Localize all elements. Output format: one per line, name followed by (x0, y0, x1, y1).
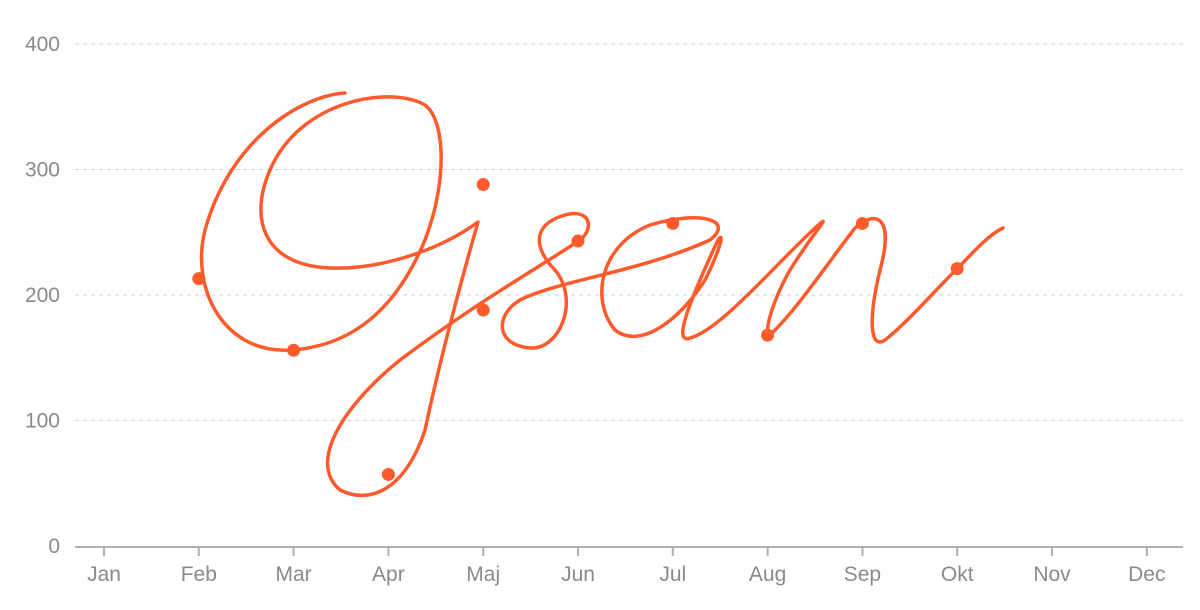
y-tick-label: 300 (25, 159, 60, 182)
x-tick-label: Jun (561, 563, 595, 586)
data-point (666, 216, 680, 230)
x-tick-label: Jul (659, 563, 686, 586)
x-tick-label: Nov (1033, 563, 1071, 586)
data-point (761, 328, 775, 342)
data-point (287, 343, 301, 357)
data-point (571, 234, 585, 248)
x-axis: Jan Feb Mar Apr Maj Jun Jul Aug Sep Okt Nov Dec (75, 546, 1183, 586)
y-tick-label: 400 (25, 33, 60, 56)
x-tick-label: Jan (87, 563, 121, 586)
data-points (192, 178, 964, 481)
data-point (381, 467, 395, 481)
data-point (855, 216, 869, 230)
y-axis-labels: 0 100 200 300 400 (25, 33, 60, 558)
x-tick-label: Aug (749, 563, 786, 586)
y-tick-label: 0 (48, 535, 60, 558)
x-tick-label: Maj (466, 563, 500, 586)
data-point (476, 178, 490, 192)
x-tick-label: Apr (372, 563, 405, 586)
y-tick-label: 200 (25, 284, 60, 307)
x-tick-label: Dec (1128, 563, 1165, 586)
x-tick-label: Feb (181, 563, 217, 586)
signature-curve (199, 91, 1005, 498)
data-point (476, 303, 490, 317)
data-point (192, 272, 206, 286)
y-tick-label: 100 (25, 410, 60, 433)
x-tick-label: Sep (844, 563, 881, 586)
grid (75, 43, 1183, 421)
x-tick-label: Okt (941, 563, 974, 586)
x-tick-label: Mar (276, 563, 312, 586)
data-point (950, 262, 964, 276)
